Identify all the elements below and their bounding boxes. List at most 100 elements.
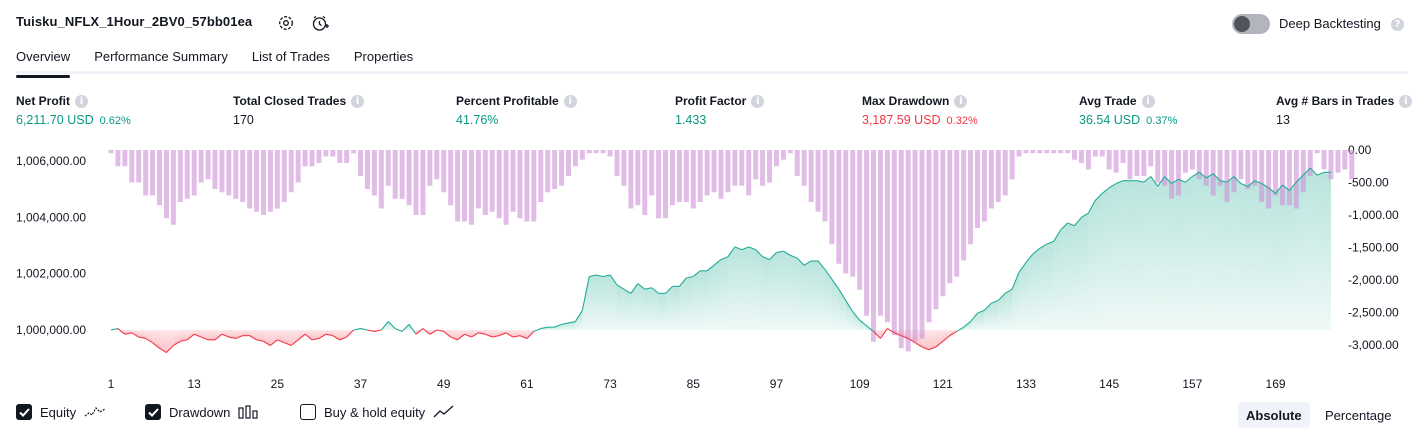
- drawdown-bar: [1030, 150, 1036, 154]
- equity-line-segment: [769, 252, 777, 260]
- equity-line-segment: [644, 287, 652, 290]
- equity-line-segment: [963, 321, 971, 328]
- checkbox-checked-icon[interactable]: [16, 404, 32, 420]
- drawdown-bar: [621, 150, 627, 186]
- equity-area-segment: [838, 289, 846, 330]
- info-icon[interactable]: i: [751, 94, 765, 108]
- equity-line-segment: [914, 342, 923, 348]
- equity-area-segment: [228, 330, 236, 339]
- info-icon[interactable]: ?: [1391, 18, 1404, 31]
- drawdown-bar: [1273, 150, 1279, 196]
- equity-area-segment: [1282, 184, 1290, 330]
- equity-area-segment: [464, 330, 472, 338]
- info-icon[interactable]: i: [954, 94, 968, 108]
- equity-area-segment: [977, 310, 985, 330]
- drawdown-bar: [1217, 150, 1223, 186]
- info-icon[interactable]: i: [1399, 94, 1413, 108]
- drawdown-bar: [884, 150, 890, 323]
- drawdown-bar: [1092, 150, 1098, 157]
- tab-properties[interactable]: Properties: [353, 49, 414, 64]
- equity-area-segment: [1199, 172, 1207, 330]
- equity-line-segment: [492, 335, 500, 338]
- legend-drawdown[interactable]: Drawdown: [145, 404, 260, 420]
- equity-line-segment: [1275, 184, 1283, 194]
- tab-list-of-trades[interactable]: List of Trades: [251, 49, 330, 64]
- checkbox-unchecked-icon[interactable]: [300, 404, 316, 420]
- equity-area-segment: [1185, 176, 1193, 330]
- equity-line-segment: [173, 340, 181, 346]
- drawdown-bar: [1342, 150, 1348, 170]
- drawdown-bar: [711, 150, 717, 193]
- drawdown-bar: [448, 150, 454, 206]
- drawdown-bar: [143, 150, 149, 196]
- equity-line-segment: [1295, 174, 1304, 183]
- drawdown-bar: [226, 150, 232, 196]
- drawdown-bar: [427, 150, 433, 186]
- equity-area-segment: [305, 330, 313, 340]
- equity-line-segment: [1164, 176, 1172, 184]
- gear-icon[interactable]: [276, 13, 296, 33]
- drawdown-bar: [392, 150, 398, 199]
- deep-backtesting-toggle[interactable]: [1232, 14, 1270, 34]
- equity-area-segment: [1129, 180, 1137, 330]
- drawdown-bar: [1300, 150, 1306, 193]
- right-axis-tick-label: -500.00: [1348, 176, 1389, 190]
- x-axis-tick-label: 13: [188, 377, 202, 391]
- x-axis-tick-label: 121: [933, 377, 953, 391]
- metric-avg-bars-in-trades: Avg # Bars in Trades i 13: [1276, 93, 1413, 127]
- x-axis-tick-label: 97: [770, 377, 784, 391]
- equity-line-segment: [1233, 176, 1242, 184]
- absolute-mode-button[interactable]: Absolute: [1238, 402, 1310, 428]
- alarm-clock-plus-icon[interactable]: [310, 13, 330, 33]
- equity-area-segment: [707, 265, 715, 330]
- equity-line-segment: [852, 311, 861, 321]
- legend-buy-hold-equity[interactable]: Buy & hold equity: [300, 404, 455, 420]
- metric-total-closed-trades: Total Closed Trades i 170: [233, 93, 365, 127]
- equity-line-segment: [235, 335, 243, 339]
- tab-performance-summary[interactable]: Performance Summary: [94, 49, 228, 64]
- info-icon[interactable]: i: [351, 94, 365, 108]
- drawdown-bar: [482, 150, 488, 215]
- drawdown-bar: [330, 150, 336, 157]
- percentage-mode-button[interactable]: Percentage: [1325, 407, 1392, 423]
- drawdown-bar: [1113, 150, 1119, 173]
- checkbox-checked-icon[interactable]: [145, 404, 161, 420]
- info-icon[interactable]: i: [1141, 94, 1155, 108]
- x-axis-tick-label: 157: [1182, 377, 1202, 391]
- drawdown-bar: [385, 150, 391, 186]
- metric-value: 6,211.70 USD: [16, 113, 94, 127]
- info-icon[interactable]: i: [563, 94, 577, 108]
- equity-area-segment: [1164, 176, 1172, 330]
- equity-area-segment: [277, 330, 285, 343]
- info-icon[interactable]: i: [75, 94, 88, 108]
- legend-equity[interactable]: Equity: [16, 404, 106, 420]
- equity-area-segment: [256, 330, 264, 342]
- equity-area-segment: [1005, 289, 1013, 330]
- drawdown-bar: [857, 150, 863, 290]
- drawdown-bar: [1286, 150, 1292, 206]
- equity-area-segment: [1268, 187, 1276, 330]
- equity-area-segment: [575, 310, 583, 330]
- equity-drawdown-chart[interactable]: 1,006,000.00 1,004,000.00 1,002,000.00 1,00…: [0, 140, 1424, 395]
- tab-overview[interactable]: Overview: [16, 49, 71, 78]
- equity-area-segment: [1046, 241, 1054, 330]
- equity-line-segment: [859, 319, 867, 327]
- drawdown-bar: [822, 150, 828, 222]
- drawdown-bar: [1044, 150, 1050, 154]
- equity-line-segment: [498, 332, 507, 337]
- equity-line-segment: [581, 276, 590, 311]
- drawdown-bar: [281, 150, 287, 202]
- drawdown-bar: [1224, 150, 1230, 202]
- equity-area-segment: [249, 330, 257, 340]
- legend-label: Buy & hold equity: [324, 404, 426, 420]
- equity-line-segment: [297, 333, 306, 341]
- drawdown-bar: [157, 150, 163, 206]
- drawdown-bar: [954, 150, 960, 277]
- equity-line-segment: [554, 323, 562, 328]
- drawdown-bar: [462, 150, 468, 222]
- drawdown-bar: [212, 150, 218, 189]
- equity-area-segment: [1109, 183, 1117, 330]
- equity-line-segment: [997, 292, 1006, 301]
- drawdown-bar: [205, 150, 211, 180]
- drawdown-bar: [607, 150, 613, 157]
